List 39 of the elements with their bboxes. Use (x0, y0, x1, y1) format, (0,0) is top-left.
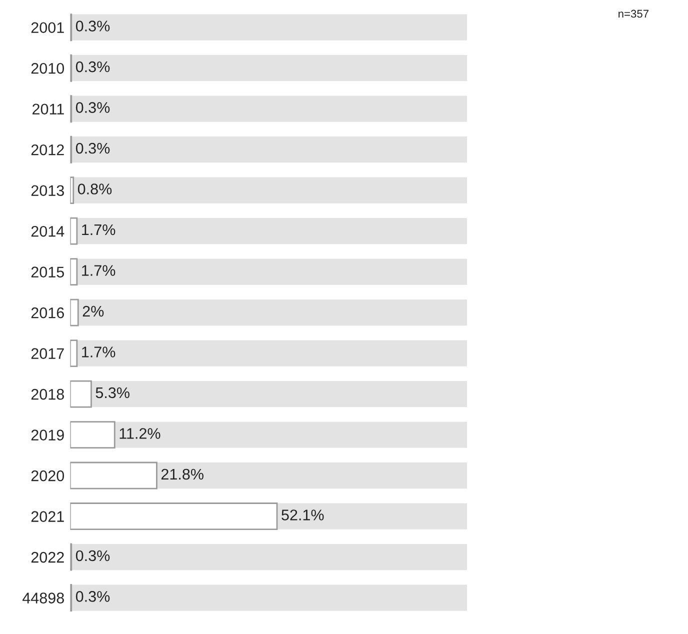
y-tick-label: 44898 (22, 592, 64, 604)
data-label: 5.3% (96, 387, 130, 398)
data-label: 11.2% (120, 428, 160, 439)
data-label: 0.3% (76, 61, 110, 72)
y-tick-label: 2020 (31, 470, 64, 482)
data-label: 0.3% (76, 550, 110, 562)
y-tick-label: 2011 (32, 104, 64, 115)
y-tick-label: 2012 (31, 144, 64, 156)
data-label: 1.7% (82, 224, 116, 236)
bar (70, 176, 74, 204)
text: n=357 (618, 10, 648, 18)
bar (70, 298, 79, 326)
y-tick-label: 2013 (31, 185, 64, 196)
y-tick-label: 2014 (31, 226, 64, 237)
bar (70, 462, 158, 490)
data-label: 0.3% (76, 591, 110, 602)
y-tick-label: 2001 (31, 22, 64, 34)
y-tick-label: 2018 (31, 388, 64, 400)
bar (70, 217, 78, 245)
bar (70, 380, 92, 408)
bar (70, 258, 78, 286)
bar (70, 340, 78, 368)
data-label: 2% (82, 306, 104, 317)
data-label: 0.3% (76, 142, 110, 154)
y-tick-label: 2017 (31, 348, 64, 359)
y-tick-label: 2022 (31, 552, 64, 563)
data-label: 21.8% (161, 468, 204, 480)
data-label: 52.1% (282, 510, 324, 520)
data-label: 0.8% (78, 184, 112, 194)
bar (70, 421, 116, 449)
data-label: 1.7% (82, 265, 116, 276)
y-tick-label: 2015 (31, 266, 64, 278)
y-tick-label: 2016 (31, 307, 64, 318)
data-label: 0.3% (76, 102, 110, 113)
y-tick-label: 2021 (31, 511, 64, 522)
data-label: 0.3% (76, 20, 110, 32)
y-tick-label: 2019 (31, 430, 64, 440)
y-tick-label: 2010 (31, 62, 64, 74)
data-label: 1.7% (82, 346, 116, 358)
